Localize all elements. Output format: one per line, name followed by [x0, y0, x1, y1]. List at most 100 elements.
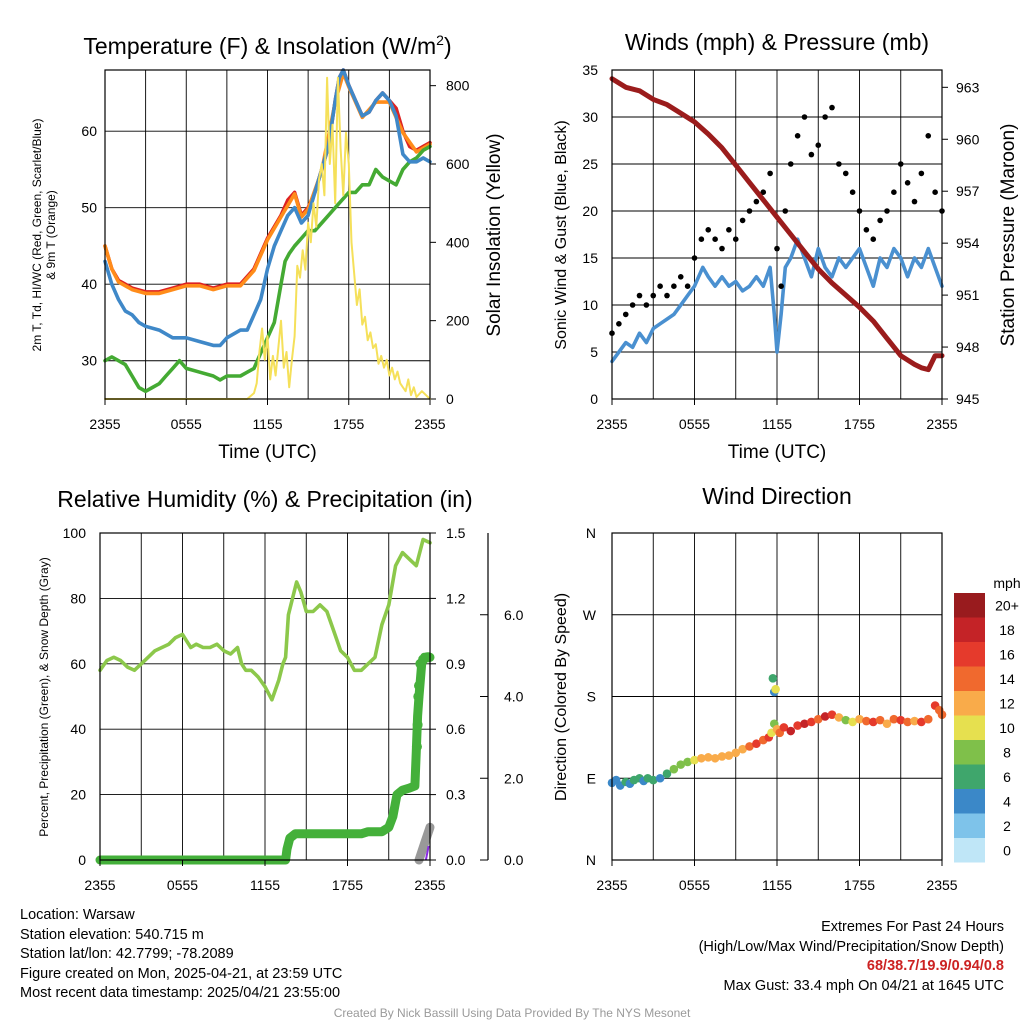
temp-series-3 [103, 68, 432, 348]
rh-snow-marker [424, 845, 430, 861]
figure-created: Figure created on Mon, 2025-04-21, at 23… [20, 965, 343, 982]
rh-y2tick-label: 1.5 [446, 525, 466, 541]
extremes-values: 68/38.7/19.9/0.94/0.8 [866, 958, 1004, 974]
temp-y2tick-label: 600 [446, 156, 470, 172]
rh-xtick-label: 1755 [332, 877, 363, 893]
temp-series-2 [103, 144, 432, 394]
wind-y2tick-label: 963 [956, 79, 980, 95]
wdir-xtick-label: 2355 [926, 877, 957, 893]
rh-precip-point [414, 680, 424, 691]
rh-precip-point [412, 719, 423, 730]
wdir-point [752, 739, 761, 749]
colorbar-title: mph [993, 575, 1020, 591]
wind-gust-point [746, 208, 753, 214]
wdir-ylabel: Direction (Colored By Speed) [553, 593, 570, 801]
wdir-ytick-label: S [587, 689, 596, 705]
rh-title: Relative Humidity (%) & Precipitation (i… [57, 486, 472, 512]
wind-gust-point [918, 170, 925, 177]
wind-gust-point [856, 208, 863, 214]
temp-ylabel-line2: & 9m T (Orange) [44, 190, 58, 280]
wdir-point [882, 719, 892, 729]
wind-gust-point [870, 236, 877, 242]
colorbar-label: 6 [1003, 769, 1011, 785]
wdir-point [690, 755, 699, 765]
wind-gust-point [664, 292, 670, 299]
wdir-xtick-label: 1155 [762, 877, 792, 893]
extremes-subtitle: (High/Low/Max Wind/Precipitation/Snow De… [698, 938, 1004, 955]
wdir-point [820, 712, 830, 721]
wdir-point [768, 674, 778, 683]
wdir-point [807, 717, 816, 727]
colorbar-swatch [954, 691, 985, 716]
temp-xtick-label: 2355 [89, 416, 120, 432]
wdir-point [896, 715, 906, 725]
extremes-title: Extremes For Past 24 Hours [821, 919, 1004, 935]
temp-y2label: Solar Insolation (Yellow) [484, 133, 505, 336]
wind-gust-point [643, 302, 650, 308]
rh-y2tick-label: 0.3 [446, 787, 466, 803]
wind-gust-point [808, 151, 815, 158]
rh-ytick-label: 60 [70, 656, 86, 672]
rh-y3tick-label: 0.0 [504, 852, 524, 868]
colorbar-label: 12 [999, 695, 1015, 711]
wind-gust-point [925, 133, 932, 139]
rh-precip-point [411, 741, 422, 752]
wind-ytick-label: 10 [582, 297, 598, 313]
wind-gust-point [629, 302, 636, 308]
wind-xlabel: Time (UTC) [728, 442, 827, 463]
wdir-point [655, 773, 665, 783]
station-elevation: Station elevation: 540.715 m [20, 926, 204, 943]
rh-y2tick-label: 0.0 [446, 852, 466, 868]
temp-ylabel-line1: 2m T, Td, HI/WC (Red, Green, Scarlet/Blu… [30, 119, 44, 352]
wind-ytick-label: 30 [582, 109, 598, 125]
wdir-title: Wind Direction [702, 483, 852, 509]
wdir-point [745, 742, 754, 751]
temp-ytick-label: 30 [81, 353, 97, 369]
wind-gust-point [698, 236, 705, 242]
colorbar-label: 20+ [995, 597, 1019, 613]
wind-gust-point [822, 114, 828, 120]
wdir-ytick-label: W [583, 607, 597, 623]
wdir-point [848, 717, 857, 727]
colorbar-label: 2 [1003, 818, 1011, 834]
temp-xtick-label: 1155 [252, 416, 282, 432]
colorbar-swatch [954, 642, 985, 667]
wdir-point [813, 714, 823, 724]
wind-gust-point [782, 208, 789, 214]
wdir-point [738, 744, 747, 754]
wind-gust-point [705, 227, 712, 233]
rh-y2tick-label: 0.9 [446, 656, 466, 672]
rh-ytick-label: 40 [70, 721, 86, 737]
wdir-point [731, 748, 741, 758]
wdir-ytick-label: N [586, 525, 596, 541]
station-info: Location: Warsaw Station elevation: 540.… [20, 906, 342, 1004]
station-location: Location: Warsaw [20, 907, 135, 923]
wind-y2tick-label: 948 [956, 339, 980, 355]
recent-data-timestamp: Most recent data timestamp: 2025/04/21 2… [20, 985, 341, 1001]
wdir-point [717, 752, 727, 761]
wind-ytick-label: 5 [590, 344, 598, 360]
wdir-point [793, 721, 802, 730]
wind-y2tick-label: 954 [956, 235, 980, 251]
wind-gust-point [778, 283, 784, 290]
wind-title: Winds (mph) & Pressure (mb) [625, 29, 929, 55]
wind-gust-point [767, 170, 773, 177]
temp-xtick-label: 0555 [171, 416, 202, 432]
wind-gust-point [732, 236, 739, 242]
wind-y2label: Station Pressure (Maroon) [998, 124, 1019, 347]
temp-y2tick-label: 800 [446, 78, 470, 94]
rh-xtick-label: 2355 [414, 877, 445, 893]
wdir-point [917, 717, 926, 727]
rh-xtick-label: 1155 [250, 877, 280, 893]
wdir-xtick-label: 0555 [679, 877, 710, 893]
wind-gust-point [932, 189, 938, 195]
wdir-point [669, 764, 679, 774]
wind-xtick-label: 2355 [926, 416, 957, 432]
colorbar-label: 14 [999, 671, 1015, 687]
max-gust: Max Gust: 33.4 mph On 04/21 at 1645 UTC [723, 977, 1004, 994]
wind-gust-point [684, 283, 691, 290]
wdir-point [889, 714, 899, 724]
rh-ytick-label: 20 [70, 787, 86, 803]
rh-precip-point [413, 691, 424, 702]
rh-y2tick-label: 0.6 [446, 721, 466, 737]
